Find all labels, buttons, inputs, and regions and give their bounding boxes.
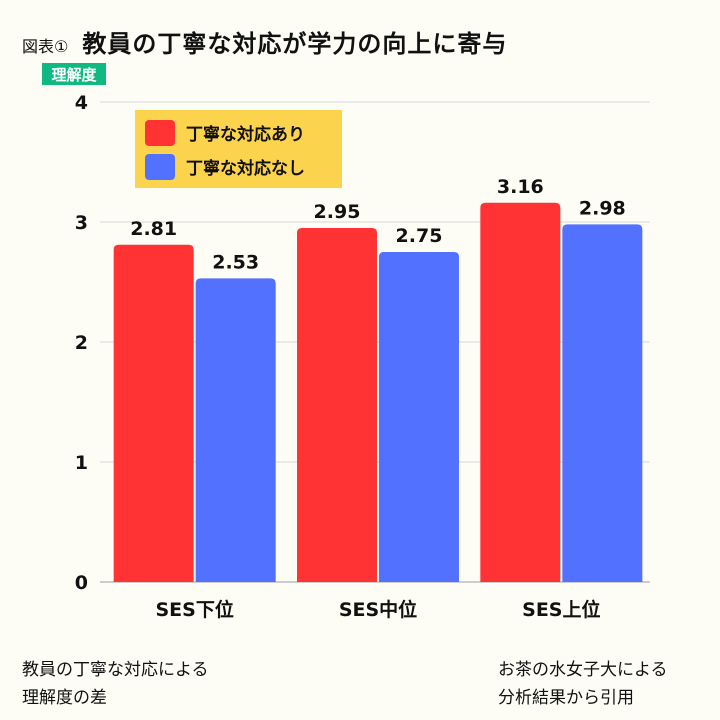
bar-with-care [113, 244, 194, 583]
bar-without-care [195, 278, 276, 582]
legend-swatch [145, 154, 175, 180]
footer-source-note: お茶の水女子大による 分析結果から引用 [498, 656, 668, 712]
chart-header: 図表① 教員の丁寧な対応が学力の向上に寄与 [22, 24, 507, 59]
y-axis-label-badge [42, 63, 106, 85]
legend-label: 丁寧な対応あり [186, 124, 305, 145]
y-axis-label: 理解度 [51, 66, 97, 84]
y-tick-label: 0 [75, 572, 88, 594]
x-tick-labels: SES下位 SES中位 SES上位 [155, 598, 600, 621]
figure-label: 図表① [22, 37, 69, 56]
bar-without-care [379, 252, 459, 582]
legend-label: 丁寧な対応なし [186, 158, 305, 179]
data-labels: 2.81 2.53 2.95 2.75 3.16 2.98 [130, 176, 626, 274]
footer-right-line-1: お茶の水女子大による [498, 660, 668, 680]
bar-with-care [480, 202, 561, 583]
footer-left-note: 教員の丁寧な対応による 理解度の差 [22, 656, 209, 712]
x-tick-label: SES下位 [155, 598, 233, 621]
data-label: 3.16 [497, 176, 544, 198]
y-tick-label: 4 [75, 92, 88, 114]
y-axis-label-group: 理解度 [42, 63, 106, 85]
footer-left-line-2: 理解度の差 [22, 688, 107, 708]
data-label: 2.81 [130, 218, 177, 240]
y-tick-labels: 0 1 2 3 4 [75, 92, 88, 594]
y-tick-label: 2 [75, 332, 88, 354]
data-label: 2.98 [579, 197, 626, 219]
footer-right-line-2: 分析結果から引用 [498, 688, 634, 708]
data-label: 2.75 [396, 225, 443, 247]
x-tick-label: SES上位 [522, 598, 600, 621]
y-tick-label: 3 [75, 212, 88, 234]
data-label: 2.53 [212, 251, 259, 273]
bar-with-care [297, 228, 377, 582]
data-label: 2.95 [314, 201, 361, 223]
legend-swatch [145, 120, 175, 146]
footer-left-line-1: 教員の丁寧な対応による [22, 660, 209, 680]
bar-without-care [562, 224, 643, 582]
bars [113, 202, 643, 583]
y-tick-label: 1 [75, 452, 88, 474]
chart-title: 教員の丁寧な対応が学力の向上に寄与 [82, 30, 508, 58]
x-tick-label: SES中位 [339, 598, 417, 621]
